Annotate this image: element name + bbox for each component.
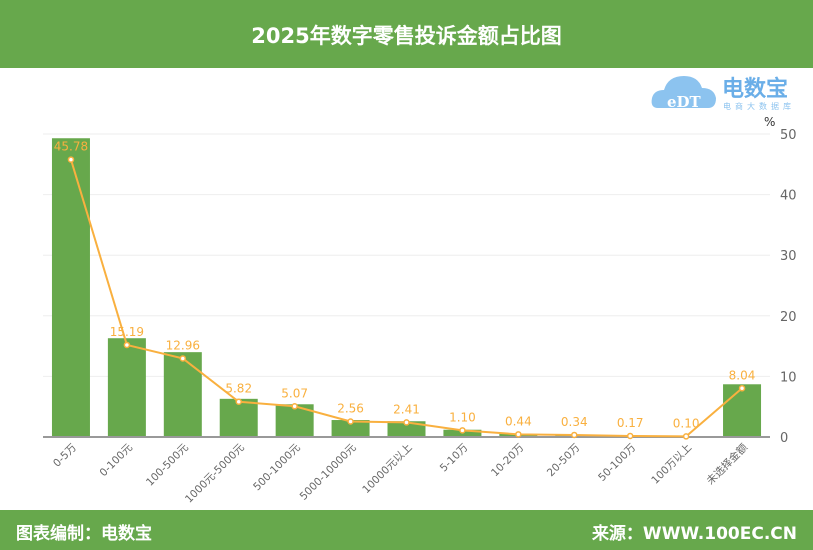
x-tick-label: 1000元-5000元 [183,441,247,505]
line-point [291,403,298,410]
x-tick-label: 100-500元 [144,441,191,488]
bar [163,352,202,437]
data-label: 12.96 [166,338,200,352]
data-label: 0.17 [617,416,644,430]
cloud-logo-icon: eDT 电数宝 电商大数据库 [651,76,795,111]
logo-mark: eDT [667,93,702,111]
x-tick-label: 100万以上 [649,442,694,487]
y-tick-label: 20 [780,310,797,325]
x-tick-label: 20-50万 [545,442,582,479]
data-label: 45.78 [54,140,88,154]
footer-source: 来源：WWW.100EC.CN [591,524,797,544]
data-label: 5.82 [225,382,252,396]
bar [723,384,762,437]
y-tick-label: 30 [780,249,797,264]
logo-subtitle: 电商大数据库 [723,101,795,111]
bar [387,421,426,437]
data-label: 8.04 [729,368,756,382]
line-point [459,427,466,434]
line-point [179,355,187,362]
data-label: 5.07 [281,386,308,400]
data-label: 2.41 [393,402,420,416]
bar [107,338,146,437]
line-point [403,419,410,426]
data-label: 2.56 [337,401,364,415]
line-point [682,433,690,440]
y-tick-label: 0 [780,431,788,446]
logo: eDT 电数宝 电商大数据库 [650,66,810,116]
data-label: 0.44 [505,414,532,428]
x-tick-label: 10000元以上 [360,442,414,496]
line-point [738,385,746,392]
x-tick-label: 0-100元 [98,441,136,479]
data-label: 0.34 [561,415,588,429]
data-label: 1.10 [449,410,476,424]
x-tick-label: 0-5万 [51,442,79,470]
line-point [67,156,75,163]
bar [331,420,370,437]
line-point [515,431,522,438]
y-tick-label: 50 [780,128,797,143]
bar [51,138,90,437]
line-point [626,432,634,440]
y-tick-label: 10 [780,370,797,385]
data-label: 0.10 [673,416,700,430]
line-point [235,398,242,405]
x-tick-label: 10-20万 [489,442,526,479]
data-label: 15.19 [110,325,144,339]
line-point [347,418,354,425]
y-tick-label: 40 [780,189,797,204]
chart-title: 2025年数字零售投诉金额占比图 [0,0,813,68]
x-tick-label: 500-1000元 [251,441,303,493]
x-tick-label: 未选择金额 [704,441,751,488]
y-unit-label: % [764,115,775,129]
logo-text: 电数宝 [722,76,788,102]
line-point [123,341,131,349]
x-tick-label: 5000-10000元 [298,441,359,502]
footer: 图表编制：电数宝 来源：WWW.100EC.CN [0,510,813,550]
x-tick-label: 50-100万 [596,442,638,484]
footer-credit: 图表编制：电数宝 [16,524,152,544]
x-tick-label: 5-10万 [438,442,471,475]
bar [219,398,258,437]
line-point [571,431,578,439]
chart: 0 10 20 30 40 50% 45.78 15.19 12.96 5.82 5.07 2.56 2… [43,115,797,505]
